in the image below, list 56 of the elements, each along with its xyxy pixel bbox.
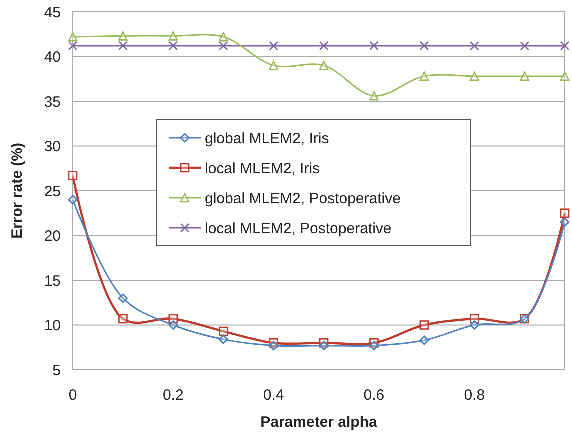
x-tick-label: 0.4	[263, 387, 284, 404]
point	[168, 41, 178, 51]
x-tick-label: 0.8	[464, 387, 486, 404]
point	[470, 72, 480, 82]
point	[218, 334, 228, 344]
y-tick-label: 25	[44, 183, 61, 200]
y-tick-label: 30	[44, 138, 61, 156]
point	[369, 341, 379, 351]
point	[420, 72, 430, 82]
y-tick-label: 40	[44, 49, 61, 66]
legend-label: global MLEM2, Postoperative	[205, 190, 401, 208]
point	[118, 32, 128, 41]
point	[218, 326, 228, 336]
y-tick-label: 5	[52, 362, 61, 380]
point	[470, 41, 480, 51]
point	[370, 91, 379, 101]
point	[470, 320, 480, 330]
point	[420, 320, 430, 330]
point	[319, 341, 329, 351]
point	[218, 32, 228, 42]
x-tick-label: 0.6	[364, 387, 385, 404]
legend-label: local MLEM2, Iris	[205, 160, 320, 178]
point	[269, 341, 279, 351]
point	[370, 41, 379, 51]
point	[118, 294, 128, 304]
point	[560, 72, 570, 82]
point	[420, 41, 430, 51]
point	[560, 218, 570, 228]
y-tick-label: 10	[44, 318, 61, 334]
point	[560, 208, 570, 218]
point	[269, 61, 278, 70]
point	[118, 314, 128, 324]
y-tick-label: 20	[44, 228, 61, 245]
point	[68, 41, 78, 51]
point	[520, 41, 530, 51]
point	[118, 41, 128, 51]
x-tick-label: 0.2	[162, 387, 184, 404]
point	[319, 61, 329, 70]
x-tick-label: 0	[68, 387, 78, 404]
point	[520, 72, 530, 82]
point	[560, 41, 570, 51]
y-tick-label: 35	[44, 94, 61, 111]
x-axis-title: Parameter alpha	[260, 414, 378, 431]
y-tick-label: 45	[44, 4, 61, 22]
point	[269, 41, 278, 51]
point	[420, 336, 430, 346]
point	[68, 171, 78, 180]
legend-label: local MLEM2, Postoperative	[205, 220, 392, 238]
point	[319, 41, 329, 51]
point	[168, 32, 178, 41]
point	[68, 195, 78, 205]
y-tick-label: 15	[44, 272, 61, 290]
y-axis-title: Error rate (%)	[9, 143, 26, 239]
legend-label: global MLEM2, Iris	[205, 130, 330, 148]
point	[168, 320, 178, 330]
point	[218, 41, 228, 51]
